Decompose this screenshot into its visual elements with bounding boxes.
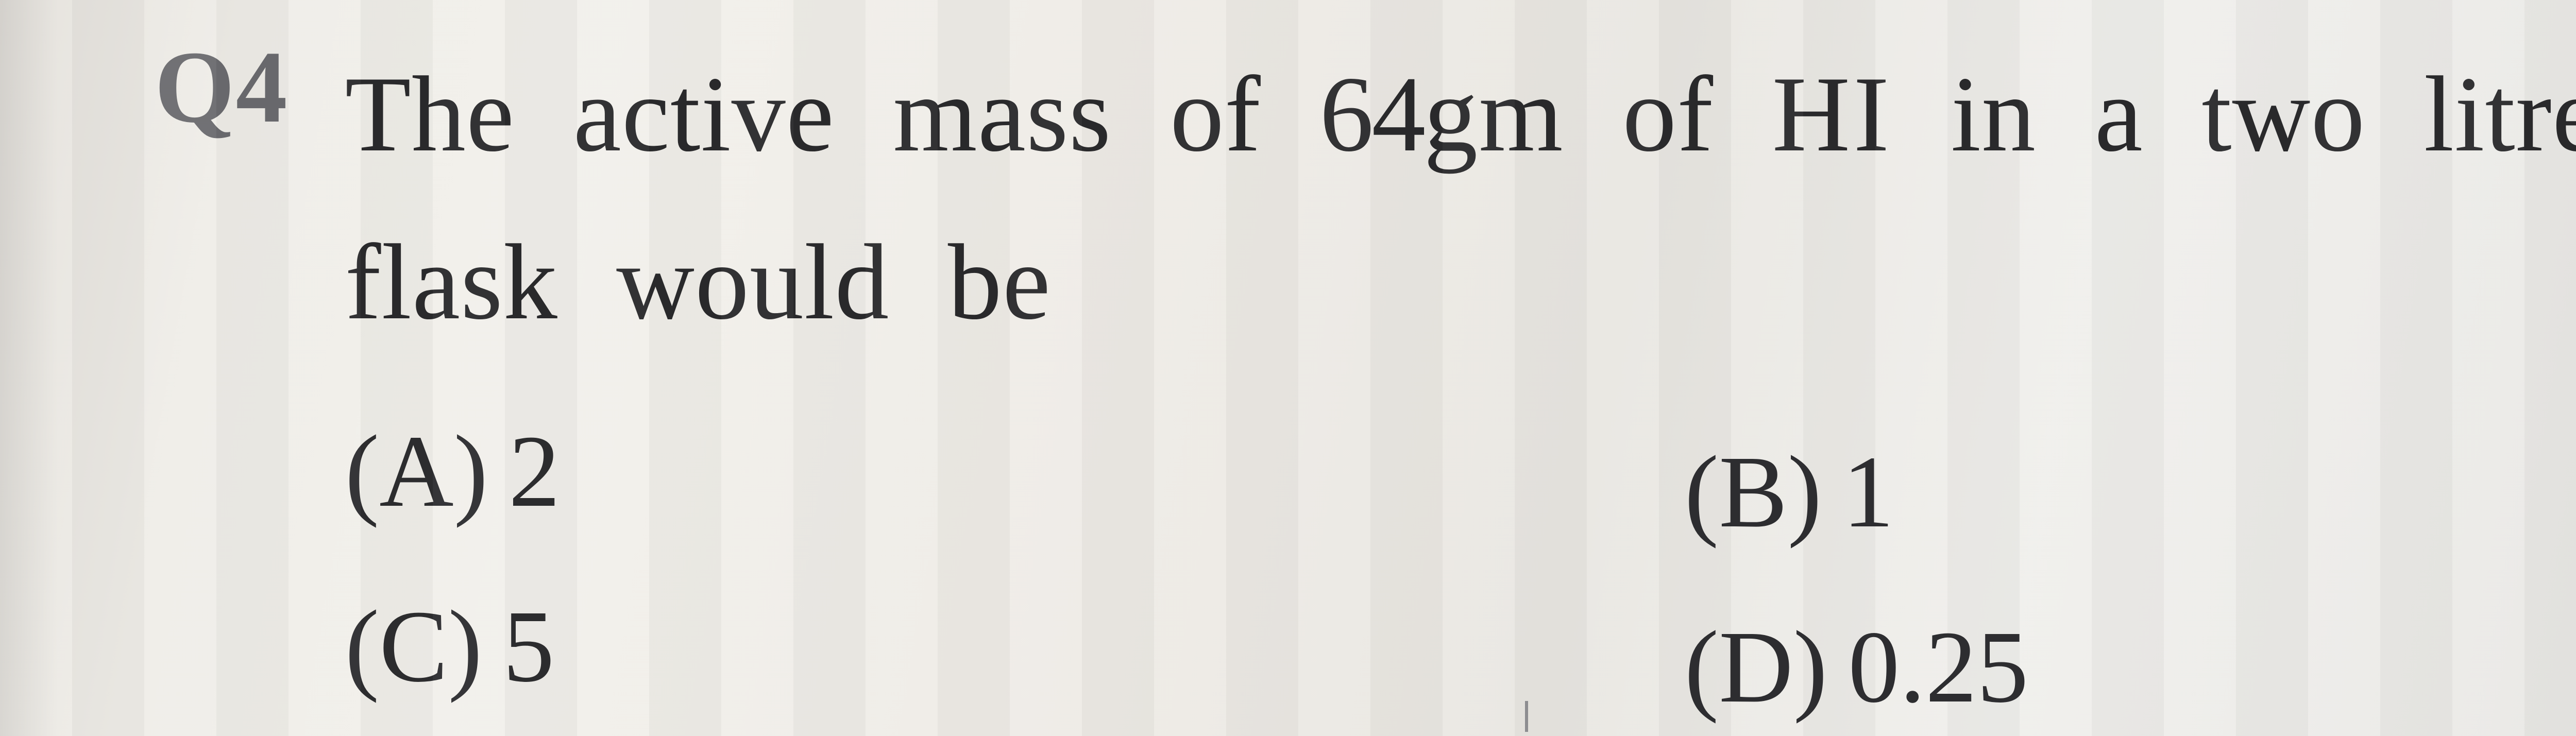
option-d-value: 0.25 (1848, 610, 2028, 724)
mass-unit: gm (1423, 55, 1564, 174)
option-d-label: (D) (1685, 610, 1828, 724)
question-block: Q4 The active mass of 64gm of HI in a tw… (155, 31, 2576, 711)
stem-prefix: The active mass of (345, 55, 1320, 174)
option-c-label: (C) (345, 590, 483, 704)
option-b-value: 1 (1842, 435, 1894, 549)
option-b[interactable]: (B)1 (1685, 428, 2561, 557)
option-a[interactable]: (A)2 (345, 407, 1221, 536)
mass-value: 64 (1319, 55, 1423, 174)
option-d[interactable]: (D)0.25 (1685, 603, 2561, 732)
stray-tick-mark (1525, 701, 1528, 732)
question-page: Q4 The active mass of 64gm of HI in a tw… (0, 0, 2576, 736)
question-stem: The active mass of 64gm of HI in a two l… (345, 31, 2576, 366)
option-a-value: 2 (509, 415, 560, 528)
options-grid: (A)2 (B)1 (C)5 (D)0.25 (345, 407, 2561, 711)
question-number: Q4 (155, 31, 289, 144)
option-b-label: (B) (1685, 435, 1822, 549)
question-body: The active mass of 64gm of HI in a two l… (345, 31, 2576, 711)
option-c-value: 5 (503, 590, 554, 704)
stem-mid: of (1564, 55, 1772, 174)
option-c[interactable]: (C)5 (345, 583, 1221, 711)
option-a-label: (A) (345, 415, 488, 528)
compound-formula: HI (1772, 55, 1893, 174)
